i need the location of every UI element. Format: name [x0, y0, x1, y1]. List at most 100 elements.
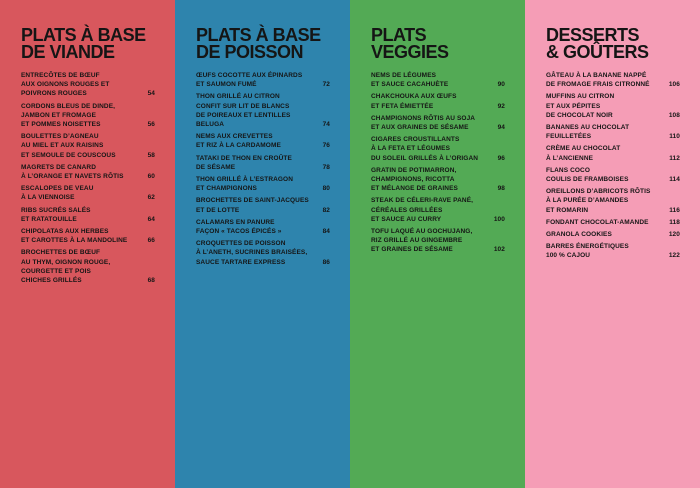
toc-entry-line: FONDANT CHOCOLAT-AMANDE [546, 218, 649, 226]
toc-entry-line: ET SAUCE CACAHUÈTE [371, 81, 449, 89]
toc-entry: CORDONS BLEUS DE DINDE, JAMBON ET FROMAGE… [21, 102, 155, 130]
toc-entry-line: À L’ANCIENNE [546, 154, 594, 162]
toc-entry-line: AU MIEL ET AUX RAISINS [21, 142, 104, 150]
section-title: PLATS À BASE DE VIANDE [21, 25, 155, 62]
toc-entry-line: TATAKI DE THON EN CROÛTE [196, 154, 292, 162]
toc-entry: CHAKCHOUKA AUX ŒUFS ET FETA ÉMIETTÉE 92 [371, 92, 505, 110]
toc-entry: CIGARES CROUSTILLANTS À LA FETA ET LÉGUME… [371, 135, 505, 163]
toc-entry-line: POIVRONS ROUGES [21, 90, 87, 98]
toc-entry: CRÈME AU CHOCOLAT À L’ANCIENNE 112 [546, 144, 680, 162]
toc-entry-line: GRANOLA COOKIES [546, 231, 612, 239]
page-number: 94 [497, 124, 505, 132]
toc-entry-line: FAÇON « TACOS ÉPICÉS » [196, 228, 282, 236]
toc-entry-line: AU THYM, OIGNON ROUGE, [21, 258, 111, 266]
section-title: DESSERTS & GOÛTERS [546, 26, 680, 61]
toc-entry-line: CHAMPIGNONS, RICOTTA [371, 176, 455, 184]
section-title-line: VEGGIES [371, 42, 449, 62]
toc-entry-line: STEAK DE CÉLERI-RAVE PANÉ, [371, 197, 474, 205]
section-item-list: GÂTEAU À LA BANANE NAPPÉ DE FROMAGE FRAIS… [546, 71, 680, 261]
toc-entry-line: CONFIT SUR LIT DE BLANCS [196, 102, 290, 110]
toc-entry-line: DE SÉSAME [196, 163, 236, 171]
toc-entry: ENTRECÔTES DE BŒUF AUX OIGNONS ROUGES ET P… [21, 71, 155, 99]
toc-entry-line: BOULETTES D’AGNEAU [21, 133, 99, 141]
page-number: 54 [147, 90, 155, 98]
page-number: 72 [322, 81, 330, 89]
toc-entry-line: TOFU LAQUÉ AU GOCHUJANG, [371, 228, 473, 236]
page-number: 92 [497, 102, 505, 110]
section-title-line: PLATS À BASE [21, 25, 146, 45]
toc-entry-line: ET CAROTTES À LA MANDOLINE [21, 237, 128, 245]
toc-entry-line: AUX OIGNONS ROUGES ET [21, 81, 110, 89]
page-number: 110 [669, 133, 680, 141]
page-number: 58 [147, 151, 155, 159]
toc-entry-line: FLANS COCO [546, 166, 590, 174]
toc-entry-line: COURGETTE ET POIS [21, 267, 91, 275]
toc-entry-line: THON GRILLÉ AU CITRON [196, 93, 280, 101]
toc-entry: MAGRETS DE CANARD À L’ORANGE ET NAVETS RÔ… [21, 163, 155, 181]
toc-entry-line: MAGRETS DE CANARD [21, 163, 97, 171]
toc-entry-line: À L’ANETH, SUCRINES BRAISÉES, [196, 249, 308, 257]
toc-entry: ESCALOPES DE VEAU À LA VIENNOISE 62 [21, 184, 155, 202]
toc-entry-line: CIGARES CROUSTILLANTS [371, 136, 460, 144]
menu-section-veggies: PLATS VEGGIES NEMS DE LÉGUMES ET SAUCE CAC… [350, 0, 525, 488]
page-number: 120 [668, 231, 680, 239]
toc-entry: GÂTEAU À LA BANANE NAPPÉ DE FROMAGE FRAIS… [546, 71, 680, 89]
toc-entry-line: CALAMARS EN PANURE [196, 218, 275, 226]
toc-entry-line: ET AUX GRAINES DE SÉSAME [371, 124, 469, 132]
toc-entry: NEMS DE LÉGUMES ET SAUCE CACAHUÈTE 90 [371, 71, 505, 89]
toc-entry-line: CHICHES GRILLÉS [21, 277, 82, 285]
toc-entry-line: BANANES AU CHOCOLAT [546, 124, 630, 132]
toc-entry-line: À LA PURÉE D’AMANDES [546, 197, 629, 205]
page-number: 78 [322, 163, 330, 171]
toc-entry-line: CHAKCHOUKA AUX ŒUFS [371, 93, 457, 101]
menu-section-poisson: PLATS À BASE DE POISSON ŒUFS COCOTTE AUX … [175, 0, 350, 488]
page-number: 86 [322, 258, 330, 266]
toc-entry-line: BROCHETTES DE BŒUF [21, 249, 101, 257]
toc-entry-line: CÉRÉALES GRILLÉES [371, 206, 443, 214]
toc-entry-line: CRÈME AU CHOCOLAT [546, 145, 621, 153]
page-number: 82 [322, 206, 330, 214]
page-number: 64 [147, 215, 155, 223]
toc-entry-line: BELUGA [196, 121, 225, 129]
page-number: 62 [147, 194, 155, 202]
toc-entry-line: RIZ GRILLÉ AU GINGEMBRE [371, 237, 463, 245]
toc-entry: BANANES AU CHOCOLAT FEUILLETÉES 110 [546, 123, 680, 141]
toc-entry: NEMS AUX CREVETTES ET RIZ À LA CARDAMOME 7… [196, 132, 330, 150]
toc-entry-line: ET AUX PÉPITES [546, 102, 601, 110]
toc-entry-line: MUFFINS AU CITRON [546, 93, 615, 101]
toc-entry-line: CHIPOLATAS AUX HERBES [21, 228, 109, 236]
page-number: 76 [322, 142, 330, 150]
toc-entry-line: DE FROMAGE FRAIS CITRONNÉ [546, 81, 650, 89]
toc-entry-line: DE CHOCOLAT NOIR [546, 111, 613, 119]
page-number: 122 [668, 252, 680, 260]
toc-entry-line: CHAMPIGNONS RÔTIS AU SOJA [371, 114, 476, 122]
page-number: 112 [669, 154, 680, 162]
page-number: 114 [669, 176, 680, 184]
toc-entry-line: ET CHAMPIGNONS [196, 185, 257, 193]
toc-entry-line: OREILLONS D’ABRICOTS RÔTIS [546, 188, 651, 196]
toc-entry: TOFU LAQUÉ AU GOCHUJANG, RIZ GRILLÉ AU GI… [371, 227, 505, 255]
section-item-list: NEMS DE LÉGUMES ET SAUCE CACAHUÈTE 90 CHAKC… [371, 71, 505, 255]
section-title-line: DE POISSON [196, 42, 304, 62]
section-title-line: PLATS [371, 25, 427, 45]
section-title-line: DE VIANDE [21, 42, 115, 62]
section-title: PLATS VEGGIES [371, 25, 505, 62]
toc-entry: GRATIN DE POTIMARRON, CHAMPIGNONS, RICOTT… [371, 166, 505, 194]
toc-entry-line: GRATIN DE POTIMARRON, [371, 166, 457, 174]
toc-entry-line: 100 % CAJOU [546, 252, 591, 260]
toc-entry-line: À LA VIENNOISE [21, 194, 75, 202]
toc-entry: STEAK DE CÉLERI-RAVE PANÉ, CÉRÉALES GRILL… [371, 196, 505, 224]
page-number: 106 [668, 81, 680, 89]
toc-entry-line: À LA FETA ET LÉGUMES [371, 145, 451, 153]
toc-entry-line: CORDONS BLEUS DE DINDE, [21, 102, 116, 110]
toc-entry-line: ET RIZ À LA CARDAMOME [196, 142, 281, 150]
toc-entry-line: À L’ORANGE ET NAVETS RÔTIS [21, 173, 124, 181]
toc-entry-line: BARRES ÉNERGÉTIQUES [546, 243, 629, 251]
toc-entry: RIBS SUCRÉS SALÉS ET RATATOUILLE 64 [21, 206, 155, 224]
page-number: 118 [669, 218, 680, 226]
toc-entry: FLANS COCO COULIS DE FRAMBOISES 114 [546, 166, 680, 184]
toc-entry-line: ENTRECÔTES DE BŒUF [21, 72, 100, 79]
page-number: 74 [322, 121, 330, 129]
toc-entry: CHAMPIGNONS RÔTIS AU SOJA ET AUX GRAINES … [371, 114, 505, 132]
